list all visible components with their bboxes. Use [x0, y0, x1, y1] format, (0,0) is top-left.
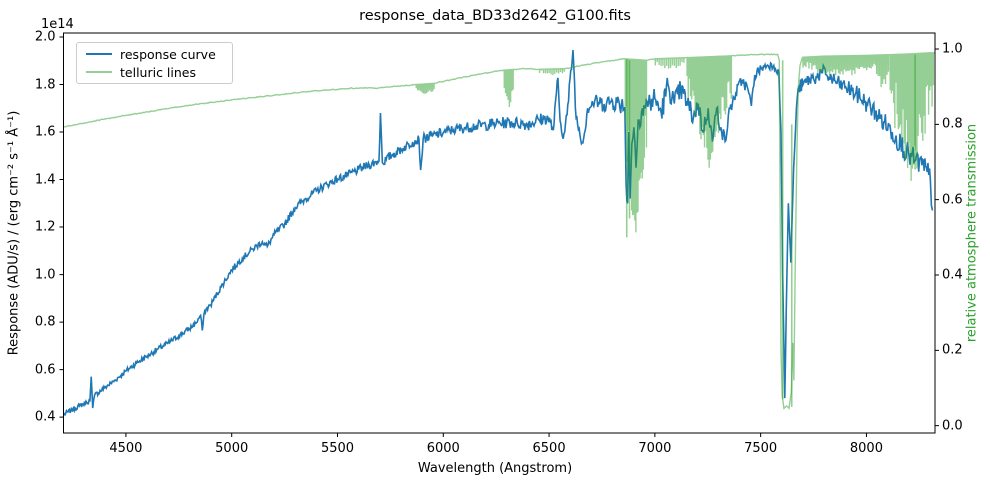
series-telluric-lines [63, 52, 935, 410]
legend-line-swatch-blue [86, 53, 112, 55]
y-axis-offset-text: 1e14 [41, 17, 74, 32]
y-right-tick-label: 0.4 [942, 267, 963, 283]
y-right-tick-label: 0.6 [942, 192, 963, 208]
y-left-tick-label: 1.2 [34, 219, 56, 235]
x-axis-label: Wavelength (Angstrom) [417, 461, 573, 476]
x-tick-label: 8000 [849, 441, 883, 456]
legend-label: response curve [120, 46, 216, 62]
x-tick-label: 4500 [109, 441, 143, 456]
y-left-tick-label: 0.4 [34, 409, 56, 425]
y-left-tick-label: 1.6 [34, 124, 56, 140]
y-left-tick-label: 2.0 [34, 29, 56, 45]
y-left-tick-label: 0.6 [34, 362, 56, 378]
x-tick-label: 5000 [215, 441, 249, 456]
x-tick-label: 5500 [320, 441, 355, 456]
y-left-tick-label: 0.8 [34, 314, 56, 330]
y-right-tick-label: 0.8 [942, 116, 963, 132]
x-tick-label: 6500 [532, 441, 566, 456]
legend-line-swatch-green [86, 71, 112, 73]
y-right-tick-label: 1.0 [942, 41, 963, 57]
series-response-curve [63, 50, 934, 417]
telluric-deep-lines [625, 54, 916, 407]
y-axis-label-left: Response (ADU/s) / (erg cm⁻² s⁻¹ Å⁻¹) [6, 110, 22, 356]
legend-box: response curve telluric lines [76, 42, 233, 84]
x-tick-label: 7500 [744, 441, 778, 456]
x-tick-label: 6000 [426, 441, 460, 456]
axes-spines [63, 32, 936, 434]
chart-title: response_data_BD33d2642_G100.fits [359, 8, 631, 24]
legend-entry-response-curve: response curve [77, 47, 232, 62]
y-left-tick-label: 1.8 [34, 77, 56, 93]
legend-label: telluric lines [120, 64, 196, 80]
y-axis-label-right: relative atmosphere transmission [964, 123, 980, 343]
y-right-tick-label: 0.2 [942, 342, 963, 358]
y-left-tick-label: 1.4 [34, 172, 56, 188]
tick-marks [59, 36, 939, 437]
x-tick-label: 7000 [638, 441, 672, 456]
legend-entry-telluric-lines: telluric lines [77, 65, 232, 80]
y-right-tick-label: 0.0 [942, 418, 963, 434]
y-left-tick-label: 1.0 [34, 267, 56, 283]
